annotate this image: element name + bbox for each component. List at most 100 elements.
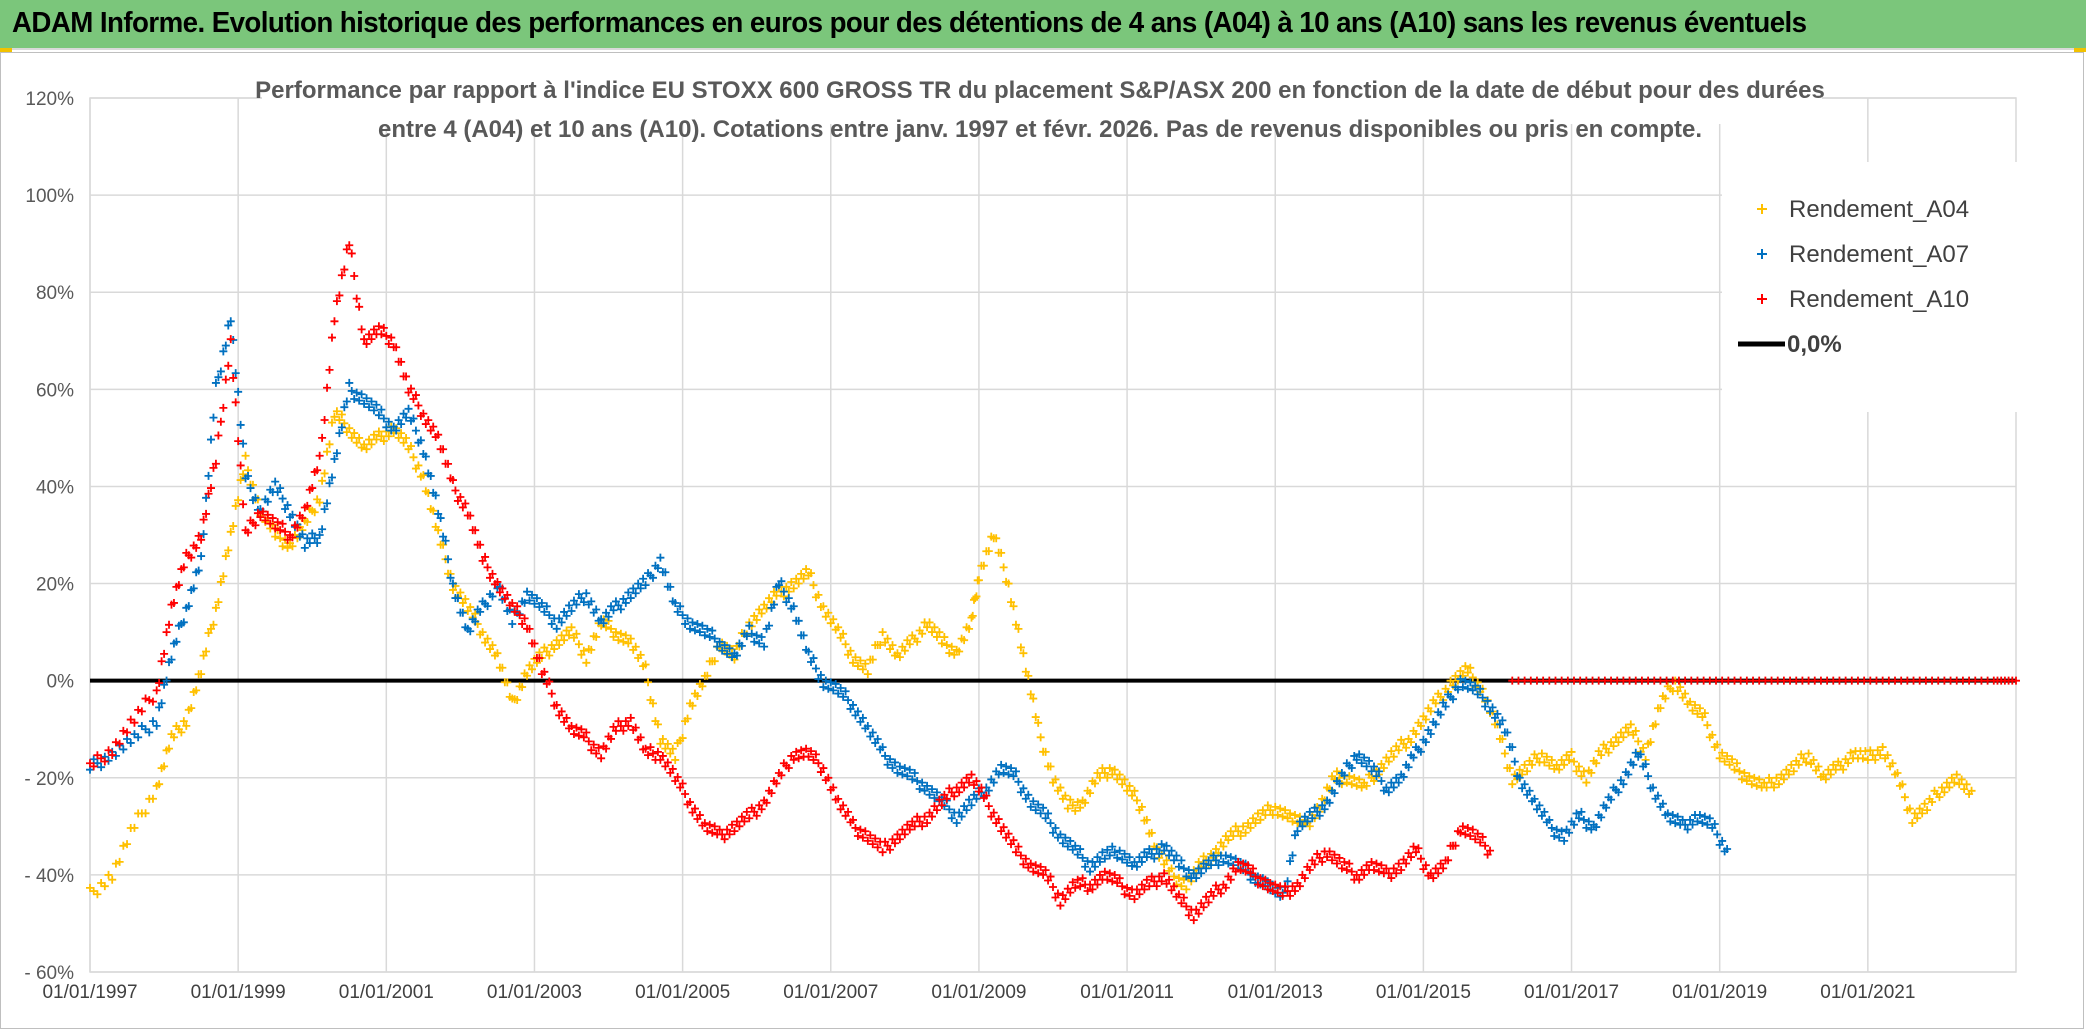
data-point [644, 678, 653, 687]
data-point [792, 574, 801, 583]
data-point [1123, 858, 1132, 867]
data-point [100, 757, 109, 766]
data-point [928, 628, 937, 637]
data-point [1505, 764, 1514, 773]
data-point [525, 596, 534, 605]
data-point [890, 839, 899, 848]
data-point [89, 755, 98, 764]
data-point [1063, 804, 1072, 813]
data-point [1530, 794, 1539, 803]
data-point [1708, 730, 1717, 739]
data-point [1253, 809, 1262, 818]
data-point [1335, 853, 1344, 862]
legend-marker-swatch [1757, 294, 1767, 304]
data-point [172, 637, 181, 646]
data-point [1323, 853, 1332, 862]
data-point [362, 445, 371, 454]
data-point [382, 423, 391, 432]
data-point [1918, 809, 1927, 818]
data-point [1607, 795, 1616, 804]
data-point [1179, 893, 1188, 902]
data-point [1137, 857, 1146, 866]
data-point [723, 649, 732, 658]
data-point [1021, 854, 1030, 863]
data-point [1073, 850, 1082, 859]
data-point [1147, 849, 1156, 858]
data-point [1271, 880, 1280, 889]
data-point [908, 775, 917, 784]
data-point [278, 542, 287, 551]
data-point [1009, 602, 1018, 611]
data-point [263, 497, 272, 506]
data-point [471, 617, 480, 626]
data-point [611, 726, 620, 735]
data-point [621, 631, 630, 640]
data-point [93, 890, 102, 899]
data-point [308, 529, 317, 538]
data-point [318, 476, 327, 485]
y-tick-label: 80% [36, 283, 74, 304]
data-point [123, 840, 132, 849]
data-point [1411, 730, 1420, 739]
data-point [1444, 856, 1453, 865]
data-point [325, 365, 334, 374]
data-point [1231, 822, 1240, 831]
data-point [1737, 775, 1746, 784]
data-point [587, 645, 596, 654]
data-point [567, 623, 576, 632]
data-point [483, 602, 492, 611]
data-point [895, 835, 904, 844]
data-point [268, 514, 277, 523]
data-point [846, 646, 855, 655]
data-point [1241, 828, 1250, 837]
data-point [962, 773, 971, 782]
data-point [545, 611, 554, 620]
data-point [513, 602, 522, 611]
data-point [624, 588, 633, 597]
data-point [1046, 762, 1055, 771]
data-point [1330, 789, 1339, 798]
data-point [619, 637, 628, 646]
legend-label: 0,0% [1787, 331, 1842, 358]
data-point [231, 398, 240, 407]
data-point [466, 603, 475, 612]
data-point [1451, 671, 1460, 680]
data-point [345, 378, 354, 387]
data-point [1286, 809, 1295, 818]
data-point [1540, 758, 1549, 767]
data-point [752, 811, 761, 820]
data-point [283, 501, 292, 510]
data-point [448, 579, 457, 588]
data-point [1572, 767, 1581, 776]
data-point [1236, 831, 1245, 840]
report-banner: ADAM Informe. Evolution historique des p… [0, 0, 2086, 52]
data-point [1182, 872, 1191, 881]
data-point [960, 783, 969, 792]
data-point [360, 440, 369, 449]
data-point [374, 427, 383, 436]
data-point [794, 579, 803, 588]
data-point [202, 509, 211, 518]
data-point [1520, 780, 1529, 789]
data-point [1873, 746, 1882, 755]
data-point [918, 629, 927, 638]
data-point [1421, 715, 1430, 724]
data-point [1142, 875, 1151, 884]
data-point [1560, 760, 1569, 769]
data-point [784, 594, 793, 603]
data-point [1779, 775, 1788, 784]
data-point [276, 484, 285, 493]
data-point [999, 768, 1008, 777]
data-point [858, 713, 867, 722]
data-point [814, 759, 823, 768]
data-point [1283, 814, 1292, 823]
data-point [1463, 684, 1472, 693]
data-point [365, 435, 374, 444]
data-point [89, 762, 98, 771]
data-point [1189, 916, 1198, 925]
data-point [1611, 733, 1620, 742]
data-point [1261, 875, 1270, 884]
data-point [799, 631, 808, 640]
data-point [1177, 899, 1186, 908]
data-point [1478, 832, 1487, 841]
